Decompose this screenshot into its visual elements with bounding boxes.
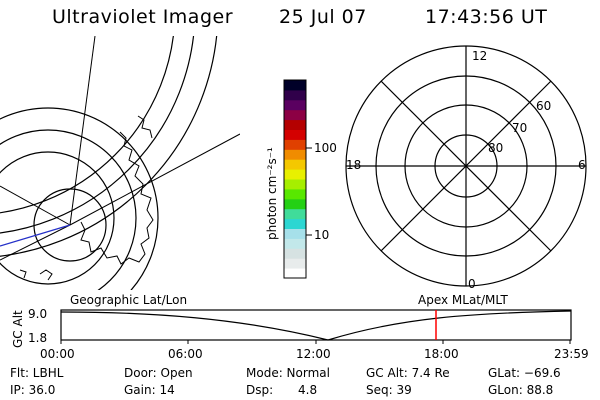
gcalt-readout: GC Alt: 7.4 Re bbox=[366, 366, 450, 380]
colorbar-swatch bbox=[284, 198, 306, 210]
dsp-value: 4.8 bbox=[298, 383, 318, 397]
filter-readout: Flt: LBHL bbox=[10, 366, 64, 380]
colorbar-swatch bbox=[284, 238, 306, 249]
map-meridian bbox=[0, 185, 71, 226]
instrument-title: Ultraviolet Imager bbox=[52, 6, 234, 28]
mlt-label-noon: 12 bbox=[472, 49, 487, 63]
mlt-label-dusk: 18 bbox=[346, 158, 361, 172]
colorbar-swatch bbox=[284, 139, 306, 150]
mlt-label-midnight: 0 bbox=[468, 277, 476, 291]
colorbar-tick-label: 10 bbox=[314, 228, 329, 242]
glon-readout: GLon: 88.8 bbox=[488, 383, 554, 397]
colorbar-swatch bbox=[284, 169, 306, 180]
colorbar-swatch bbox=[284, 218, 306, 229]
map-lat-circle bbox=[33, 188, 107, 262]
timeline-ylabel: GC Alt bbox=[11, 310, 25, 348]
colorbar-swatch bbox=[284, 208, 306, 220]
colorbar-swatch bbox=[284, 258, 306, 269]
map-meridian bbox=[0, 224, 71, 261]
colorbar-swatch bbox=[284, 109, 306, 121]
colorbar-swatch bbox=[284, 80, 306, 91]
colorbar-swatch bbox=[284, 119, 306, 130]
altitude-curve bbox=[60, 310, 572, 341]
polar-label: Apex MLat/MLT bbox=[418, 293, 508, 307]
door-readout: Door: Open bbox=[124, 366, 193, 380]
time-label: 17:43:56 UT bbox=[425, 6, 548, 28]
timeline-ytick: 9.0 bbox=[28, 307, 47, 321]
timeline-xtick: 18:00 bbox=[424, 347, 459, 361]
colorbar-swatch bbox=[284, 159, 306, 170]
map-lat-circle bbox=[0, 36, 195, 234]
map-lat-circle bbox=[0, 151, 115, 285]
map-lat-circle bbox=[0, 107, 159, 290]
colorbar-swatch bbox=[284, 188, 306, 200]
colorbar-swatch bbox=[284, 89, 306, 101]
map-meridian bbox=[69, 133, 240, 226]
mlt-label-dawn: 6 bbox=[578, 158, 586, 172]
mlat-label: 60 bbox=[536, 99, 551, 113]
geographic-map bbox=[0, 36, 240, 290]
colorbar-swatch bbox=[284, 179, 306, 190]
map-lat-circle bbox=[0, 36, 218, 257]
date-label: 25 Jul 07 bbox=[279, 6, 367, 28]
colorbar-swatch bbox=[284, 228, 306, 239]
polar-plot bbox=[345, 45, 587, 287]
colorbar-frame bbox=[283, 79, 307, 279]
map-track bbox=[0, 224, 71, 247]
colorbar-unit-label: photon cm⁻²s⁻¹ bbox=[265, 147, 279, 240]
colorbar-swatch bbox=[284, 129, 306, 140]
colorbar-swatch bbox=[284, 149, 306, 160]
map-lat-circle bbox=[0, 129, 137, 290]
timeline-xtick: 23:59 bbox=[554, 347, 589, 361]
mlt-line bbox=[380, 80, 552, 252]
timeline-frame bbox=[60, 309, 572, 341]
colorbar-tick-label: 100 bbox=[314, 141, 337, 155]
map-label: Geographic Lat/Lon bbox=[70, 293, 187, 307]
mlat-label: 70 bbox=[512, 121, 527, 135]
dsp-label: Dsp: bbox=[246, 383, 274, 397]
seq-readout: Seq: 39 bbox=[366, 383, 412, 397]
timeline-xtick: 00:00 bbox=[40, 347, 75, 361]
timeline-xtick: 12:00 bbox=[296, 347, 331, 361]
map-meridian bbox=[69, 36, 96, 226]
timeline-panel bbox=[60, 309, 572, 344]
timeline-xtick: 06:00 bbox=[168, 347, 203, 361]
mode-readout: Mode: Normal bbox=[246, 366, 330, 380]
coastline bbox=[19, 115, 154, 281]
colorbar bbox=[284, 80, 306, 279]
colorbar-swatch bbox=[284, 268, 306, 279]
colorbar-swatch bbox=[284, 248, 306, 259]
mlat-label: 80 bbox=[488, 141, 503, 155]
timeline-ytick: 1.8 bbox=[28, 331, 47, 345]
glat-readout: GLat: −69.6 bbox=[488, 366, 561, 380]
gain-readout: Gain: 14 bbox=[124, 383, 175, 397]
ip-readout: IP: 36.0 bbox=[10, 383, 56, 397]
colorbar-swatch bbox=[284, 99, 306, 111]
